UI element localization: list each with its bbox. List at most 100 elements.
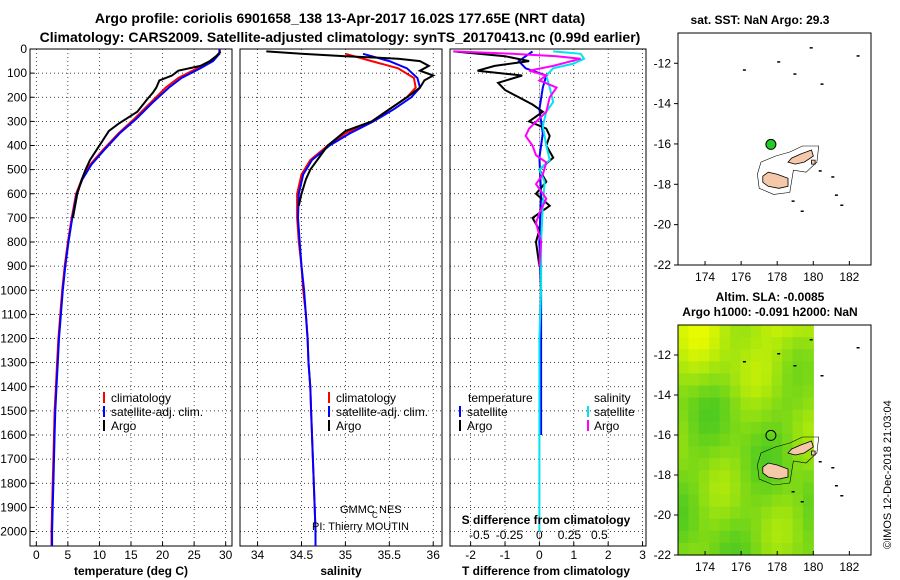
sla-field-cell: [740, 482, 752, 496]
sla-field-cell: [730, 385, 741, 399]
sla-field-cell: [782, 542, 794, 556]
small-island: [742, 361, 746, 363]
legend-label-climatology: climatology: [111, 391, 171, 405]
sla-field-cell: [709, 397, 721, 411]
sla-field-cell: [771, 518, 783, 532]
temperature-panel: 0100200300400500600700800900100011001200…: [0, 42, 232, 578]
sla-field-cell: [740, 325, 752, 338]
sla-field-cell: [688, 385, 700, 399]
map-x-tick-label: 182: [839, 270, 859, 284]
legend-label-sal-argo: Argo: [594, 419, 620, 433]
sla-field-cell: [782, 361, 794, 374]
sla-field-cell: [750, 361, 762, 374]
sla-field-cell: [740, 494, 752, 508]
series-line-salinity-argo: [453, 50, 581, 267]
series-line-satellite-adj-clim-: [296, 52, 422, 546]
y-tick-label: 600: [7, 187, 27, 201]
map-x-tick-label: 182: [839, 560, 859, 574]
sla-field-cell: [730, 373, 741, 387]
sla-field-cell: [761, 421, 773, 435]
legend-swatch-argo: [328, 420, 330, 431]
sla-field-cell: [802, 482, 814, 496]
sla-field-cell: [678, 494, 689, 508]
sla-field-cell: [698, 470, 710, 483]
map-x-tick-label: 174: [695, 560, 715, 574]
sla-field-cell: [761, 446, 773, 459]
small-island: [793, 73, 797, 75]
sla-field-cell: [771, 421, 783, 435]
sla-field-cell: [761, 542, 773, 556]
sla-field-cell: [719, 409, 731, 423]
sla-field-cell: [761, 385, 773, 399]
sla-field-cell: [802, 361, 814, 374]
temperature-legend: climatology satellite-adj. clim. Argo: [103, 391, 203, 433]
figure-title-line1: Argo profile: coriolis 6901658_138 13-Ap…: [95, 10, 585, 26]
sla-field-cell: [792, 373, 804, 387]
difference-s-ticks: -0.5 -0.25 0 0.25 0.5: [469, 528, 608, 542]
legend-label-argo: Argo: [336, 419, 362, 433]
sla-field-cell: [730, 494, 741, 508]
small-island: [856, 347, 860, 349]
sla-field-cell: [761, 397, 773, 411]
salinity-axes-frame: [239, 48, 443, 547]
sla-field-cell: [750, 458, 762, 471]
sst-map-panel: sat. SST: NaN Argo: 29.3 174 176 178 180 182…: [654, 13, 872, 284]
legend-swatch-temp-argo: [459, 420, 461, 431]
island: [787, 440, 814, 456]
sla-field-cell: [761, 433, 773, 447]
sla-field-cell: [750, 506, 762, 520]
x-tick-label: 30: [219, 548, 233, 562]
sla-field-cell: [730, 530, 741, 544]
sla-field-cell: [782, 409, 794, 423]
sla-field-cell: [688, 530, 700, 544]
sla-field-cell: [750, 494, 762, 508]
sla-field-cell: [771, 482, 783, 496]
sla-field-cell: [730, 325, 741, 338]
sla-field-cell: [678, 397, 689, 411]
series-line-temperature-argo: [453, 50, 555, 267]
sla-field-cell: [802, 518, 814, 532]
small-island: [856, 55, 860, 57]
sla-field-cell: [761, 373, 773, 387]
sla-field-cell: [761, 325, 773, 338]
salinity-legend: climatology satellite-adj. clim. Argo: [328, 391, 428, 433]
series-line-satellite-adj-clim-: [51, 49, 221, 546]
sla-field-cell: [688, 361, 700, 374]
sla-field-cell: [730, 397, 741, 411]
salinity-x-ticks: 34 34.5 35 35.5 36: [251, 542, 440, 562]
sla-field-cell: [802, 421, 814, 435]
sla-field-cell: [688, 433, 700, 447]
map-y-tick-label: -12: [654, 56, 672, 70]
sla-field-cell: [750, 542, 762, 556]
y-tick-label: 1300: [0, 356, 27, 370]
x-tick-label: 10: [93, 548, 107, 562]
sla-field-cell: [750, 349, 762, 362]
sla-field-cell: [771, 494, 783, 508]
temperature-y-ticks: 0 100 200 300 400 500 600 700 800 900 1000 1100 1200…: [0, 42, 34, 539]
legend-swatch-satellite: [103, 406, 105, 417]
sla-field-cell: [782, 349, 794, 362]
argo-position-marker: [765, 429, 777, 441]
series-line-argo: [266, 50, 436, 207]
sla-field-cell: [709, 421, 721, 435]
sla-field-cell: [782, 337, 794, 350]
sla-field-cell: [730, 409, 741, 423]
sla-map-panel: Altim. SLA: -0.0085 Argo h1000: -0.091 h…: [654, 290, 872, 574]
small-island: [834, 485, 838, 487]
sla-field-cell: [698, 397, 710, 411]
map-y-tick-label: -22: [654, 258, 672, 272]
y-tick-label: 2000: [0, 525, 27, 539]
sla-field-cell: [750, 446, 762, 459]
sla-field-cell: [792, 470, 804, 483]
sla-field-cell: [678, 518, 689, 532]
sla-field-cell: [771, 530, 783, 544]
x-tick-label: 20: [156, 548, 170, 562]
sla-field-cell: [678, 373, 689, 387]
difference-series: [453, 50, 586, 532]
sla-field-cell: [678, 433, 689, 447]
sla-field-cell: [719, 433, 731, 447]
reef-outline: [757, 145, 820, 195]
island: [811, 450, 816, 456]
sla-field-cell: [750, 325, 762, 338]
sla-field-cell: [678, 421, 689, 435]
